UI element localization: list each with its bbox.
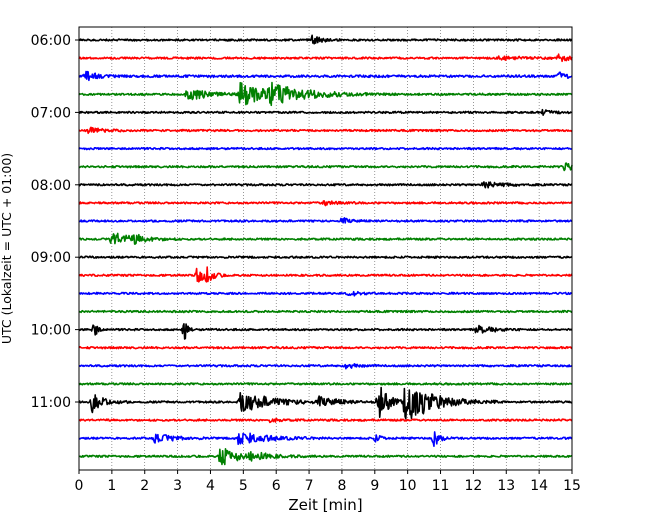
x-tick-label: 6: [272, 478, 281, 494]
x-tick-label: 13: [497, 478, 515, 494]
trace-0715: [78, 126, 573, 135]
trace-0745: [78, 162, 573, 172]
trace-0800: [78, 181, 573, 189]
trace-0915: [78, 266, 573, 283]
seismic-traces: [78, 34, 573, 466]
trace-1030: [78, 363, 573, 370]
trace-0945: [78, 309, 573, 314]
x-tick-label: 3: [173, 478, 182, 494]
trace-1145: [78, 448, 573, 466]
trace-0845: [78, 232, 573, 245]
x-tick-label: 15: [563, 478, 581, 494]
x-tick-label: 4: [206, 478, 215, 494]
trace-0830: [78, 217, 573, 224]
plot-frame: [78, 26, 573, 471]
trace-0645: [78, 81, 573, 107]
y-tick-label: 08:00: [31, 178, 71, 194]
trace-1130: [78, 431, 573, 447]
y-axis-label: UTC (Lokalzeit = UTC + 01:00): [0, 153, 14, 344]
x-tick-label: 5: [239, 478, 248, 494]
x-tick-label: 2: [140, 478, 149, 494]
x-tick-label: 7: [305, 478, 314, 494]
trace-0815: [78, 200, 573, 207]
x-tick-label: 14: [530, 478, 548, 494]
y-tick-label: 09:00: [31, 250, 71, 266]
trace-1100: [78, 386, 573, 420]
trace-1045: [78, 382, 573, 386]
trace-0600: [78, 34, 573, 45]
y-tick-label: 10:00: [31, 323, 71, 339]
x-tick-label: 10: [399, 478, 417, 494]
trace-1000: [78, 323, 573, 340]
x-tick-label: 1: [107, 478, 116, 494]
y-axis-ticks: 06:00 07:00 08:00 09:00 10:00 11:00: [31, 33, 79, 411]
y-tick-label: 07:00: [31, 105, 71, 121]
x-tick-label: 9: [370, 478, 379, 494]
x-tick-label: 12: [464, 478, 482, 494]
y-tick-label: 11:00: [31, 395, 71, 411]
trace-0630: [78, 70, 573, 82]
trace-1115: [78, 417, 573, 424]
trace-0930: [78, 290, 573, 297]
x-tick-label: 8: [337, 478, 346, 494]
x-tick-label: 11: [432, 478, 450, 494]
trace-1015: [78, 345, 573, 350]
x-axis-ticks: 0 1 2 3 4 5 6 7 8 9 10 11 12 13 14 15: [75, 470, 581, 494]
vertical-grid: [111, 27, 540, 470]
trace-0730: [78, 146, 573, 151]
x-tick-label: 0: [75, 478, 84, 494]
trace-0900: [78, 255, 573, 259]
x-axis-label: Zeit [min]: [288, 496, 362, 514]
trace-0615: [78, 53, 573, 63]
y-tick-label: 06:00: [31, 33, 71, 49]
trace-0700: [78, 108, 573, 116]
